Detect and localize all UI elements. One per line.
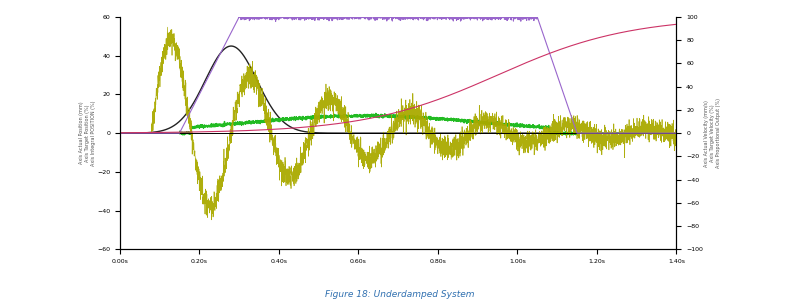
Axis Proportional Output (%) [115, 131, 125, 135]
Axis Integral POSITION (%) [371, 112, 381, 115]
Axis Proportional Output (%) [162, 26, 172, 29]
Axis Target Position (%) [627, 131, 637, 135]
Axis Target Velocity (%) [349, 16, 358, 20]
Axis Target Velocity (%) [115, 131, 125, 135]
Axis Target Velocity (%) [263, 10, 273, 14]
Axis Actual Position [379, 113, 389, 117]
Axis Target Position (%) [226, 44, 236, 48]
Axis Target Velocity (%) [672, 131, 682, 135]
Axis Target Position (%) [380, 131, 390, 135]
Line: Axis Proportional Output (%): Axis Proportional Output (%) [120, 27, 677, 220]
Axis Actual Position [672, 22, 682, 26]
Axis Target Position (%) [520, 131, 530, 135]
Axis Target Velocity (%) [380, 15, 390, 19]
Axis Proportional Output (%) [672, 137, 682, 141]
Axis Target Position (%) [672, 131, 682, 135]
Axis Target Velocity (%) [354, 16, 363, 20]
Axis Proportional Output (%) [349, 133, 358, 136]
Axis Proportional Output (%) [354, 154, 363, 157]
Axis Integral POSITION (%) [380, 113, 390, 117]
Axis Actual Position [115, 131, 125, 135]
Axis Actual Position [354, 119, 363, 122]
Axis Target Position (%) [354, 131, 363, 135]
Axis Integral POSITION (%) [519, 124, 529, 128]
Axis Integral POSITION (%) [565, 133, 574, 137]
Axis Integral POSITION (%) [654, 131, 664, 135]
Axis Target Velocity (%) [654, 131, 664, 135]
Axis Target Position (%) [374, 131, 383, 135]
Axis Actual Position [349, 119, 358, 123]
Axis Proportional Output (%) [520, 138, 530, 142]
Axis Integral POSITION (%) [672, 131, 682, 135]
Axis Target Position (%) [115, 131, 125, 135]
Text: Figure 18: Underdamped System: Figure 18: Underdamped System [326, 290, 474, 299]
Axis Proportional Output (%) [206, 218, 216, 222]
Axis Proportional Output (%) [380, 137, 390, 141]
Axis Actual Position [654, 25, 664, 28]
Axis Integral POSITION (%) [627, 131, 637, 135]
Y-axis label: Axis Actual Velocity (mm/s)
Axis Target Velocity (%)
Axis Proportional Output (%: Axis Actual Velocity (mm/s) Axis Target … [705, 98, 721, 168]
Axis Integral POSITION (%) [115, 131, 125, 135]
Line: Axis Actual Position: Axis Actual Position [120, 24, 677, 133]
Axis Target Velocity (%) [627, 131, 637, 135]
Axis Target Position (%) [654, 131, 664, 135]
Line: Axis Target Velocity (%): Axis Target Velocity (%) [120, 12, 677, 133]
Axis Target Velocity (%) [519, 15, 529, 19]
Axis Integral POSITION (%) [354, 114, 363, 118]
Line: Axis Target Position (%): Axis Target Position (%) [120, 46, 677, 133]
Axis Integral POSITION (%) [349, 114, 358, 118]
Axis Proportional Output (%) [654, 125, 664, 129]
Axis Proportional Output (%) [627, 135, 637, 138]
Line: Axis Integral POSITION (%): Axis Integral POSITION (%) [120, 113, 677, 135]
Axis Actual Position [519, 62, 529, 65]
Axis Actual Position [626, 29, 636, 32]
Axis Target Position (%) [349, 131, 358, 135]
Y-axis label: Axis Actual Position (mm)
Axis Target Position (%)
Axis Integral POSITION (%): Axis Actual Position (mm) Axis Target Po… [79, 100, 96, 166]
